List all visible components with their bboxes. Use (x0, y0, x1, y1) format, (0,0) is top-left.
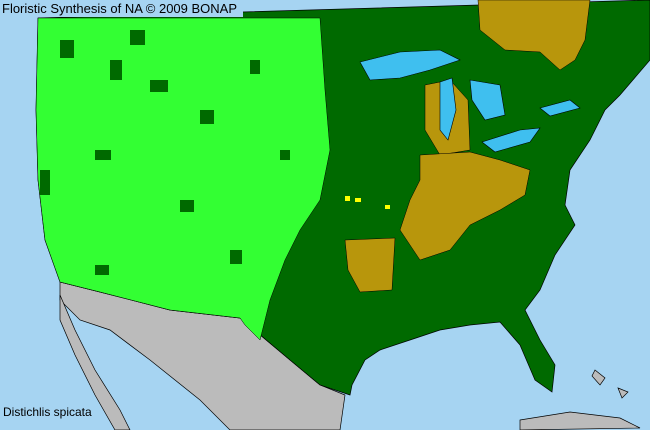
west-dark-counties (40, 30, 290, 275)
great-lakes (359, 49, 581, 153)
bahamas (591, 369, 629, 399)
baja-california (59, 294, 131, 430)
cuba (519, 411, 641, 430)
map-title: Floristic Synthesis of NA © 2009 BONAP (0, 0, 244, 17)
absent-regions (344, 0, 591, 293)
species-label: Distichlis spicata (3, 405, 92, 419)
rare-counties (345, 196, 390, 209)
land-bright-green (35, 17, 331, 341)
